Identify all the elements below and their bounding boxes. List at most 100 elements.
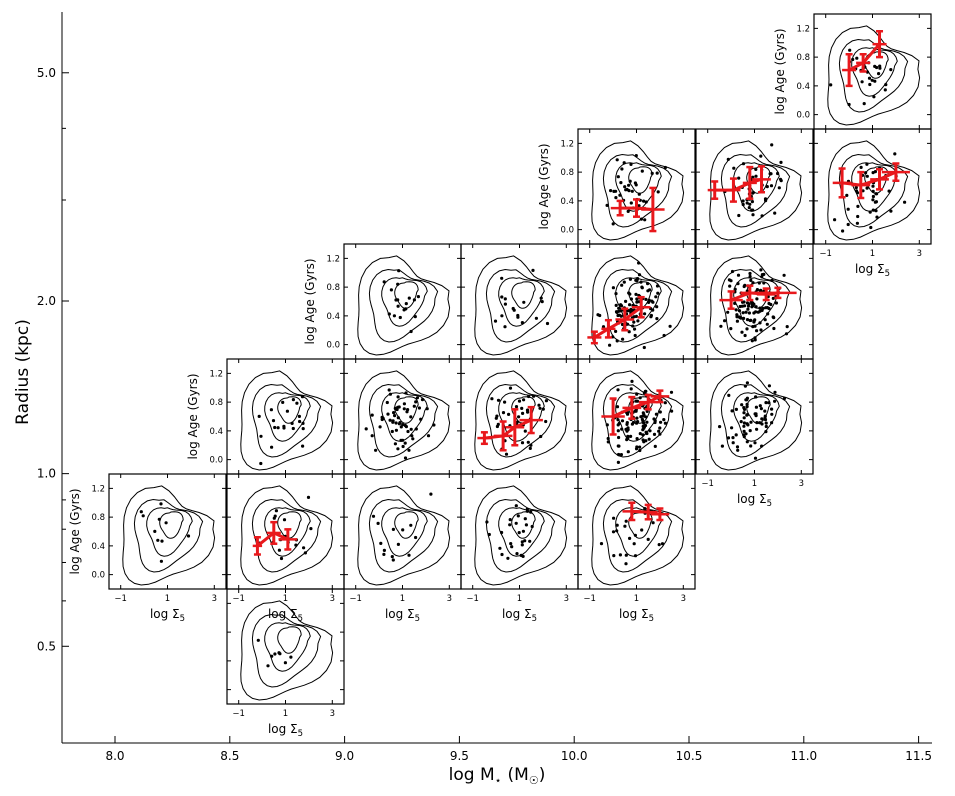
data-point [409,427,413,431]
data-point [652,432,657,436]
data-point [873,170,878,174]
contour-line [720,268,791,343]
data-point [753,441,757,445]
data-point [277,548,281,552]
data-point [903,200,907,204]
inset-contents [357,370,451,471]
data-point [742,407,747,411]
inset-x-axis-label: log Σ5 [855,262,890,279]
data-point [503,297,507,301]
inset-contents [240,370,334,471]
inset-panel: −1 1 3 log Σ5 [226,473,345,624]
data-point [745,413,750,417]
data-point [742,316,746,320]
data-point [763,416,767,420]
inset-panel: −1 1 3 log Σ5 [343,473,462,624]
contour-line [591,255,685,356]
data-point [856,214,860,219]
contour-line [394,511,419,539]
inset-panel: 0.0 0.4 0.8 1.2 log Age (Gyrs) [773,13,932,130]
contour-line [357,255,451,356]
data-point [643,423,648,428]
contour-line [381,392,428,442]
data-point [741,162,746,166]
data-point [743,384,748,388]
data-point [855,221,860,225]
data-point [637,204,641,208]
contour-line [628,166,653,194]
data-point [742,424,746,428]
data-point [516,315,520,319]
contour-line [615,507,662,557]
inset-x-tick-label: 1 [283,594,288,604]
data-point [627,330,631,334]
data-point [663,421,668,425]
contour-line [591,370,685,471]
data-point [521,411,525,415]
data-point [669,390,674,394]
contour-line [615,277,662,327]
data-point [407,448,411,452]
data-point [394,428,398,432]
data-point [500,295,504,299]
data-point [737,309,742,313]
data-point [540,300,544,304]
data-point [269,408,273,412]
contour-line [394,281,419,309]
data-point [386,412,390,416]
data-point [302,546,306,550]
data-point [784,332,789,336]
data-point [773,390,777,394]
data-point [487,532,491,537]
median-trend [842,30,887,88]
data-point [634,292,638,296]
data-point [605,203,609,207]
data-point [767,301,771,306]
inset-y-tick-label: 0.4 [326,312,340,322]
data-point [622,280,626,284]
data-point [755,297,759,301]
inset-x-axis-label-main: log Σ [502,607,532,621]
data-point [757,281,761,285]
data-point [670,409,674,413]
data-point [277,651,281,655]
median-trend [719,284,797,310]
data-point [745,318,750,322]
contour-line [602,153,673,228]
data-point [782,396,787,401]
data-point [500,530,504,535]
data-point [868,82,872,87]
data-point [402,407,406,411]
data-point [401,528,405,532]
inset-x-tick-label: 3 [917,249,922,259]
data-point [774,301,779,305]
data-point [257,414,261,418]
data-point [871,184,875,188]
data-point [370,413,374,417]
data-point [869,225,873,230]
data-point [391,558,395,562]
contour-line [746,396,771,424]
data-point [611,286,616,290]
data-point [621,337,625,341]
data-point [769,184,774,188]
data-point [285,409,289,413]
data-point [630,189,634,193]
data-point [773,399,777,403]
inset-contents [474,485,568,586]
data-point [409,415,413,419]
contour-line [368,383,439,458]
data-point [748,202,752,206]
median-trend [252,520,298,556]
data-point [279,556,284,561]
data-point [785,325,789,329]
data-point [539,434,543,439]
data-point [525,507,529,511]
data-point [528,539,532,543]
data-point [156,538,160,542]
inset-contents [357,485,451,586]
data-point [749,318,753,322]
median-line [714,177,762,192]
data-point [397,405,401,409]
inset-y-tick-label: 0.4 [560,197,574,207]
